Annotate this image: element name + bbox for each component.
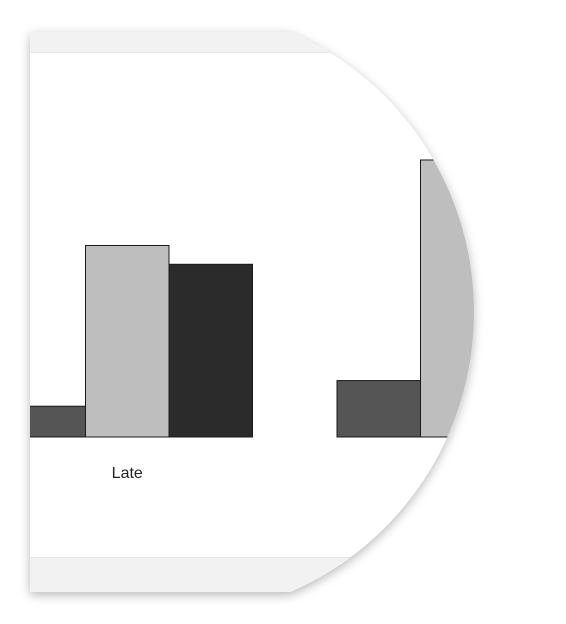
bar-on-time-series-1 (336, 380, 421, 438)
bar-late-series-2 (85, 244, 170, 438)
chart-legend (488, 172, 566, 256)
x-tick-label: On-time (434, 465, 491, 482)
legend-box (488, 172, 566, 256)
bar-late-series-1 (30, 405, 86, 438)
bottom-status-strip (30, 558, 475, 592)
bar-on-time-series-2 (420, 159, 475, 438)
legend-swatch-series-3 (503, 229, 517, 239)
bar-on-time-series-3 (504, 247, 566, 437)
top-toolbar-strip (30, 32, 475, 52)
x-tick-label: Late (112, 465, 143, 482)
legend-swatch-series-1 (503, 186, 517, 196)
legend-swatch-series-2 (503, 208, 517, 218)
bar-group-late: Late (30, 244, 253, 482)
bar-late-series-3 (168, 263, 253, 438)
